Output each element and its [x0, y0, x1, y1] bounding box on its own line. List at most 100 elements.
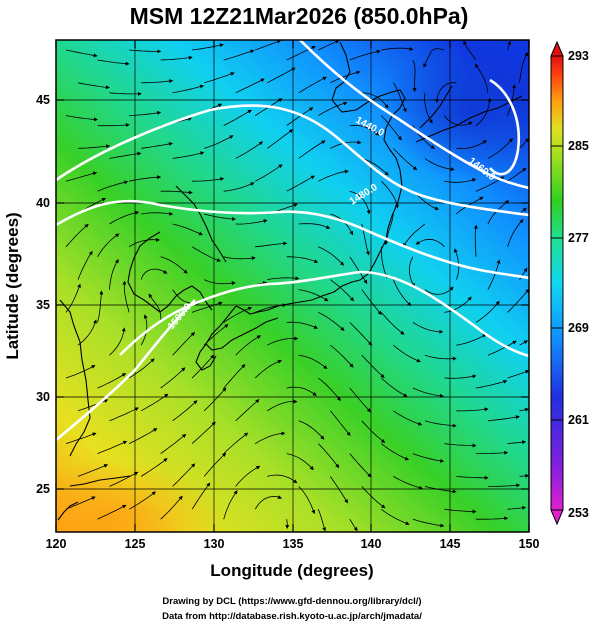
- wind-streamline: [160, 433, 187, 454]
- wind-streamline: [255, 164, 283, 182]
- colorbar: 293 285 277 269 261 253: [550, 40, 589, 526]
- wind-streamline: [223, 256, 256, 261]
- wind-streamline: [128, 428, 158, 444]
- wind-streamline: [444, 178, 477, 183]
- wind-streamline: [286, 321, 319, 329]
- wind-streamline: [456, 334, 487, 346]
- wind-streamline: [456, 475, 489, 480]
- wind-streamline: [65, 223, 89, 248]
- wind-streamline: [286, 256, 319, 264]
- contour-line-1440: [299, 40, 529, 190]
- wind-streamline: [381, 46, 414, 51]
- colorbar-tick-label: 269: [568, 321, 589, 335]
- wind-streamline: [519, 340, 528, 346]
- wind-streamline: [191, 421, 216, 444]
- wind-streamline: [298, 76, 327, 94]
- colorbar-top-arrow: [550, 40, 564, 57]
- wind-streamline: [318, 443, 340, 469]
- x-tick-labels: 120 125 130 135 140 145 150: [46, 537, 540, 551]
- wind-streamline: [487, 340, 517, 356]
- y-tick-label: 40: [36, 196, 50, 210]
- wind-streamline: [507, 288, 529, 313]
- wind-streamline: [140, 458, 168, 477]
- wind-streamline: [475, 516, 509, 521]
- x-tick-label: 150: [519, 537, 540, 551]
- wind-streamline: [424, 420, 457, 428]
- wind-streamline: [381, 180, 399, 209]
- y-axis-ticks: [56, 99, 529, 490]
- height-contours: [56, 40, 529, 441]
- wind-streamline: [349, 322, 373, 346]
- colorbar-tick-label: 277: [568, 231, 589, 245]
- wind-streamline: [393, 410, 423, 426]
- wind-streamline: [77, 399, 109, 412]
- wind-streamline: [254, 495, 283, 510]
- wind-streamline: [424, 92, 433, 124]
- wind-streamline: [223, 182, 255, 192]
- wind-streamline: [266, 129, 294, 149]
- x-tick-label: 120: [46, 537, 67, 551]
- wind-streamline: [65, 171, 98, 182]
- wind-streamline: [267, 474, 298, 484]
- wind-streamline: [298, 354, 328, 370]
- wind-streamline: [109, 471, 139, 487]
- wind-streamline: [160, 190, 193, 195]
- credit-drawing: Drawing by DCL (https://www.gfd-dennou.o…: [162, 596, 421, 607]
- wind-streamline: [160, 367, 186, 389]
- wind-streamline: [172, 400, 198, 422]
- wind-streamline: [519, 137, 529, 149]
- coastlines: [57, 41, 523, 521]
- wind-streamline: [286, 386, 317, 396]
- wind-streamline: [318, 312, 345, 331]
- y-tick-label: 35: [36, 298, 50, 312]
- x-tick-label: 125: [125, 537, 146, 551]
- wind-streamline: [223, 432, 249, 454]
- wind-streamline: [203, 387, 227, 412]
- wind-streamline: [128, 358, 155, 379]
- wind-streamline: [141, 141, 173, 149]
- wind-streamline: [129, 49, 162, 54]
- y-tick-label: 45: [36, 93, 50, 107]
- wind-streamline: [318, 101, 348, 116]
- wind-streamline: [475, 300, 500, 323]
- map-plot-area: 1440.0 1460.0 1480.0 1500.0: [56, 40, 529, 532]
- wind-streamline: [444, 508, 477, 514]
- wind-streamline: [267, 336, 299, 346]
- wind-streamline: [474, 63, 489, 93]
- wind-streamline: [330, 70, 361, 84]
- wind-streamline: [487, 138, 513, 159]
- wind-streamline: [223, 109, 252, 126]
- wind-streamline: [140, 393, 169, 412]
- wind-streamline: [412, 518, 445, 528]
- wind-streamline: [77, 82, 110, 90]
- colorbar-tick-label: 261: [568, 413, 589, 427]
- x-axis-ticks: [55, 40, 530, 532]
- wind-streamline: [519, 407, 529, 412]
- colorbar-tick-label: 285: [568, 139, 589, 153]
- x-tick-label: 145: [440, 537, 461, 551]
- wind-streamline: [97, 440, 128, 454]
- wind-streamline: [507, 440, 527, 445]
- wind-streamline: [65, 283, 81, 313]
- wind-streamline: [392, 279, 412, 307]
- cold-region: [380, 40, 529, 180]
- wind-streamline: [318, 169, 349, 182]
- colorbar-gradient: [550, 55, 564, 511]
- warm-region: [56, 460, 220, 532]
- wind-streamline: [412, 59, 417, 92]
- wind-streamline: [475, 97, 492, 126]
- wind-streamline: [393, 476, 424, 490]
- wind-streamline: [267, 276, 300, 281]
- wind-streamline: [160, 495, 183, 520]
- wind-streamline: [444, 374, 477, 379]
- wind-streamline: [109, 151, 142, 159]
- wind-streamline: [235, 399, 260, 422]
- wind-streamline: [140, 268, 168, 280]
- wind-streamline: [172, 332, 196, 356]
- wind-streamline: [254, 359, 282, 379]
- wind-streamline: [475, 450, 509, 455]
- wind-streamline: [172, 463, 196, 487]
- wind-streamline: [128, 491, 157, 510]
- wind-streamline: [349, 49, 381, 61]
